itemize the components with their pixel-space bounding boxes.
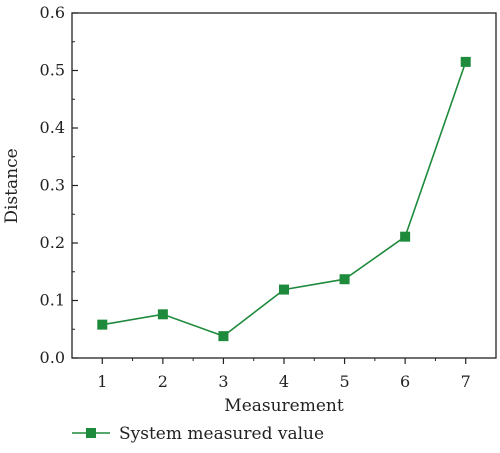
x-tick-label: 3 [218, 372, 228, 391]
x-tick-label: 4 [279, 372, 289, 391]
y-tick-label: 0.3 [40, 176, 65, 195]
y-axis-label: Distance [2, 148, 22, 223]
y-tick-label: 0.5 [40, 61, 65, 80]
legend: System measured value [72, 424, 324, 444]
y-tick-label: 0.4 [40, 118, 65, 137]
data-point [279, 284, 289, 295]
y-tick-label: 0.1 [40, 291, 65, 310]
series-line [102, 61, 467, 338]
data-point [460, 56, 471, 67]
y-axis: 0.0 0.1 0.2 0.3 0.4 0.5 0.6 [40, 3, 78, 367]
plot-frame [71, 12, 497, 359]
x-tick-label: 2 [158, 372, 168, 391]
y-tick-label: 0.0 [40, 348, 65, 367]
x-tick-label: 7 [461, 372, 471, 391]
legend-marker [86, 428, 96, 438]
data-point [157, 309, 168, 320]
data-point [339, 274, 350, 285]
legend-label: System measured value [119, 424, 324, 444]
series-layer [97, 56, 471, 342]
data-point [400, 231, 411, 242]
y-tick-label: 0.6 [40, 3, 65, 22]
x-tick-label: 6 [400, 372, 410, 391]
x-tick-label: 1 [97, 372, 107, 391]
x-axis-label: Measurement [224, 396, 344, 416]
x-tick-label: 5 [339, 372, 349, 391]
y-tick-label: 0.2 [40, 233, 65, 252]
x-axis: 1 2 3 4 5 6 7 [97, 358, 471, 391]
data-point [218, 331, 229, 342]
data-point [97, 319, 108, 330]
